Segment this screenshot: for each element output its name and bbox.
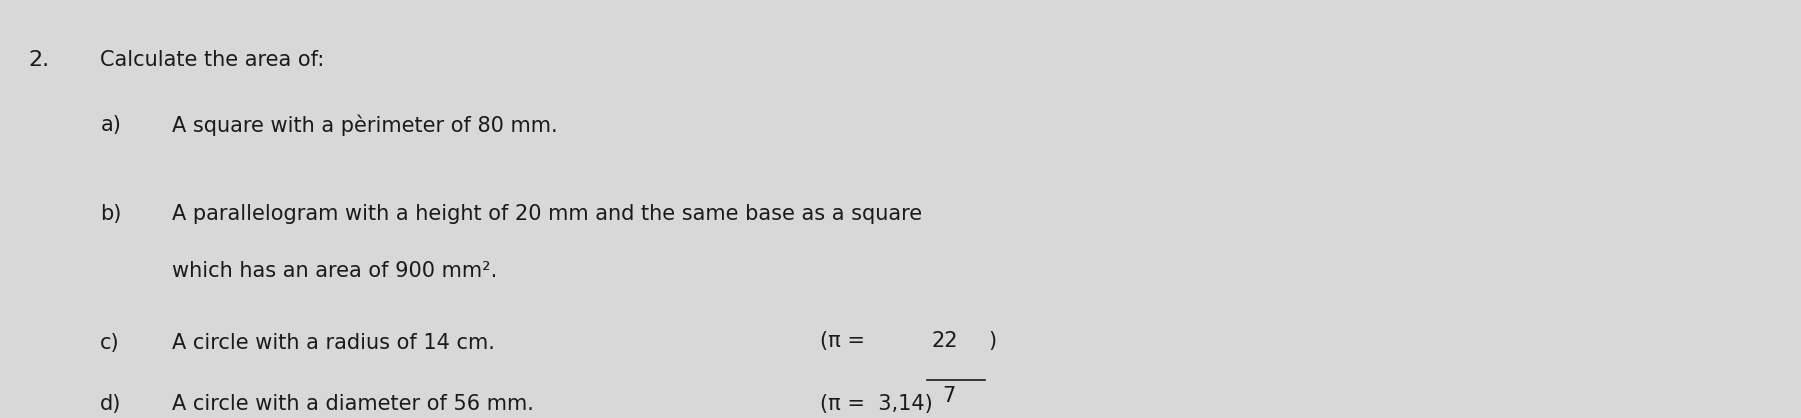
- Text: (π =: (π =: [819, 331, 864, 352]
- Text: a): a): [101, 115, 121, 135]
- Text: b): b): [101, 204, 122, 224]
- Text: A parallelogram with a height of 20 mm and the same base as a square: A parallelogram with a height of 20 mm a…: [173, 204, 922, 224]
- Text: 2.: 2.: [29, 50, 49, 70]
- Text: which has an area of 900 mm².: which has an area of 900 mm².: [173, 260, 497, 280]
- Text: ): ): [989, 331, 996, 352]
- Text: c): c): [101, 334, 121, 353]
- Text: A square with a pèrimeter of 80 mm.: A square with a pèrimeter of 80 mm.: [173, 115, 558, 136]
- Text: A circle with a diameter of 56 mm.: A circle with a diameter of 56 mm.: [173, 394, 535, 414]
- Text: 7: 7: [942, 386, 955, 406]
- Text: 22: 22: [931, 331, 958, 352]
- Text: A circle with a radius of 14 cm.: A circle with a radius of 14 cm.: [173, 334, 495, 353]
- Text: (π =  3,14): (π = 3,14): [819, 394, 933, 414]
- Text: d): d): [101, 394, 122, 414]
- Text: Calculate the area of:: Calculate the area of:: [101, 50, 324, 70]
